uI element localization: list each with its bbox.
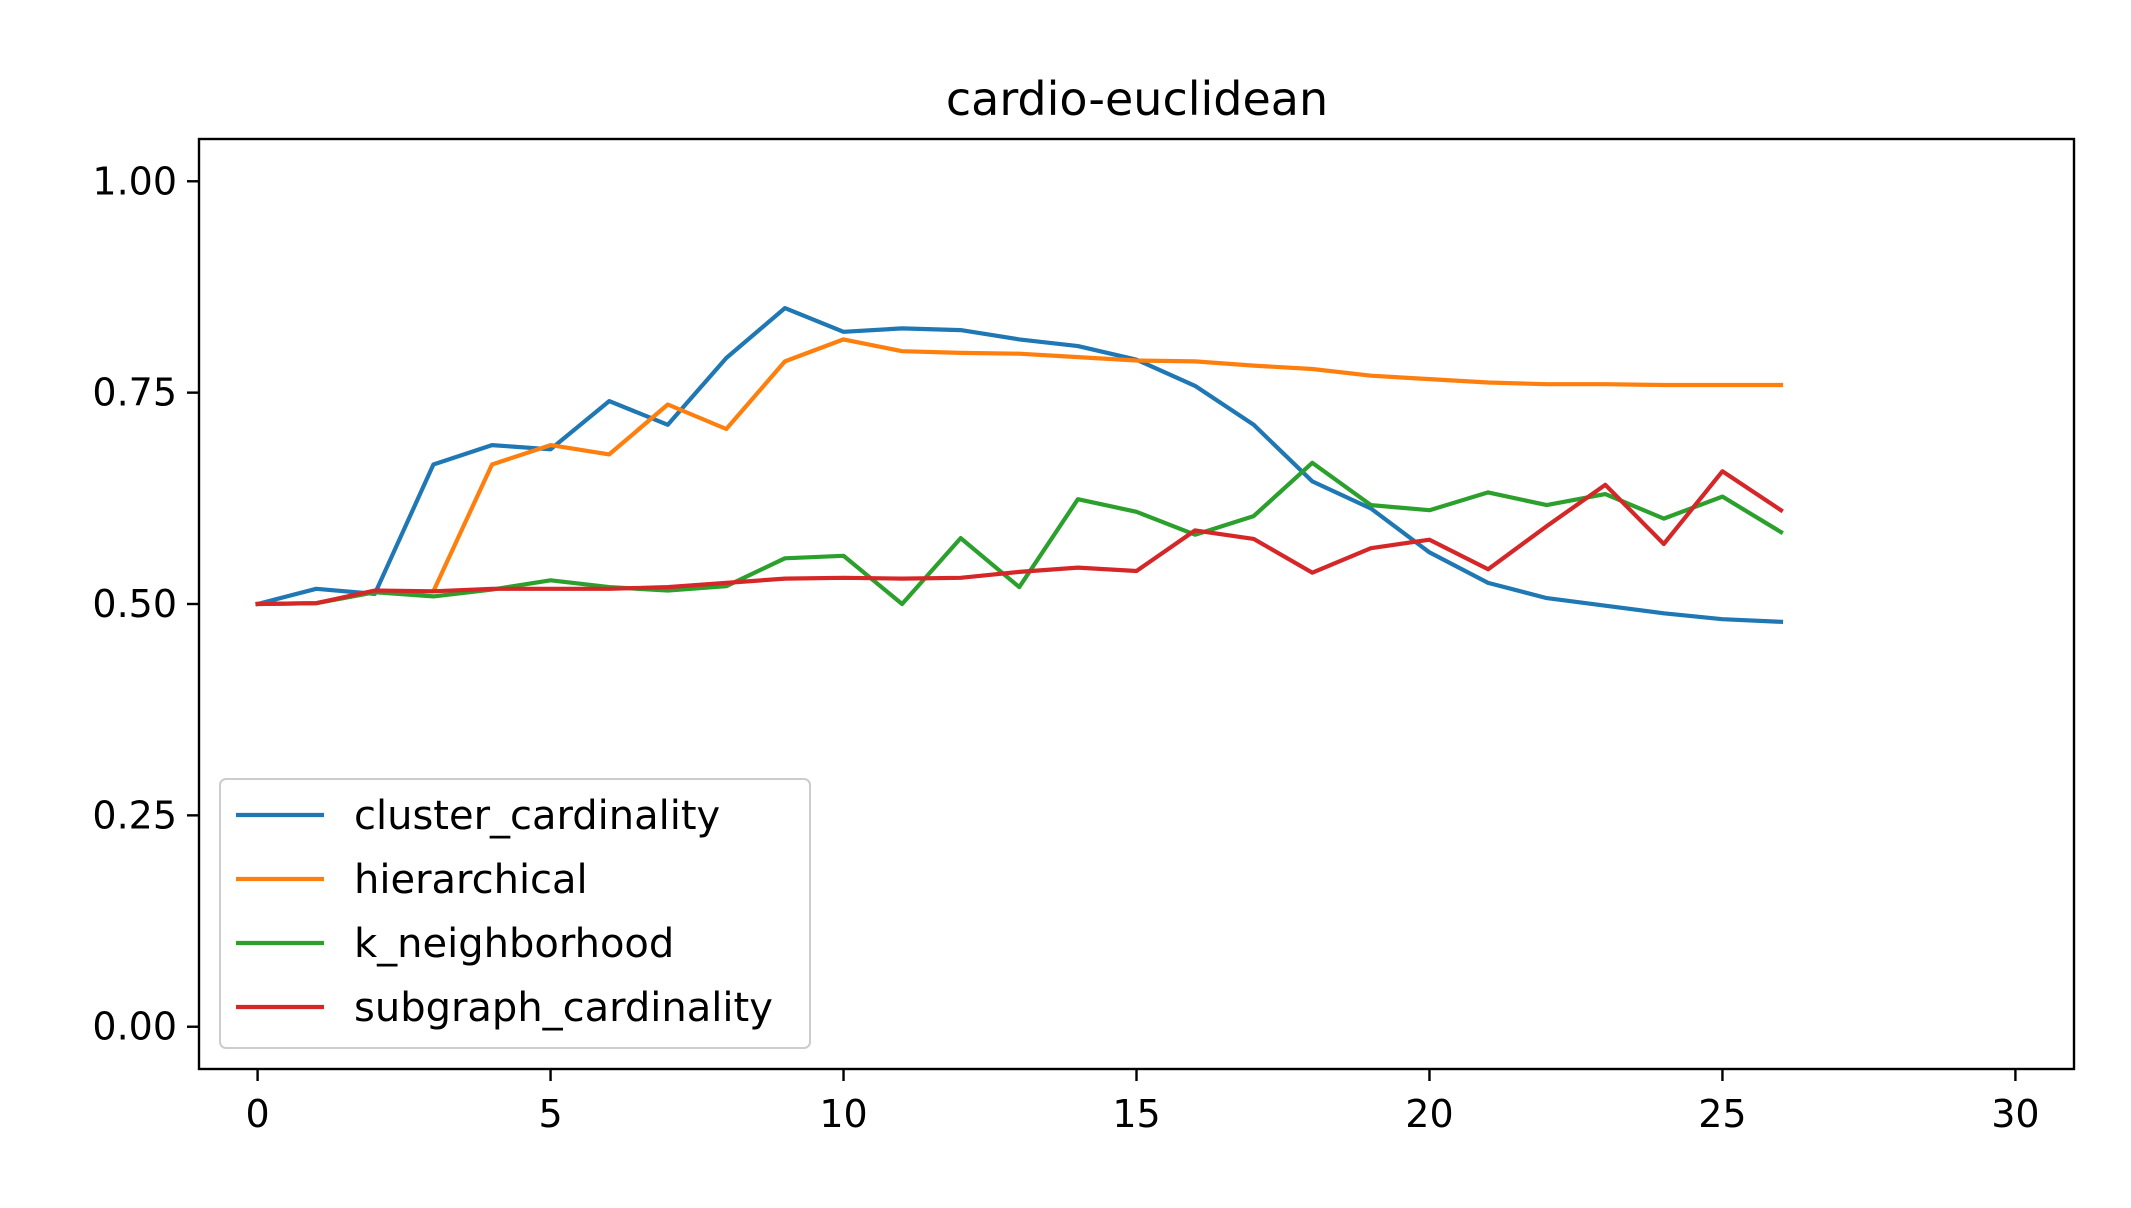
legend-label: subgraph_cardinality <box>354 985 773 1031</box>
series-line-k-neighborhood <box>255 460 1784 607</box>
x-tick-label: 0 <box>246 1092 270 1136</box>
series-line-cluster-cardinality <box>255 306 1784 624</box>
legend: cluster_cardinality hierarchical k_neighbo… <box>219 778 811 1049</box>
legend-item: hierarchical <box>236 857 588 903</box>
y-tick-label: 0.25 <box>92 793 177 837</box>
y-tick-label: 0.75 <box>92 371 177 415</box>
legend-item: k_neighborhood <box>236 921 674 967</box>
chart-title: cardio-euclidean <box>946 72 1328 126</box>
x-tick-label: 25 <box>1698 1092 1746 1136</box>
series-line-hierarchical <box>255 337 1784 607</box>
x-tick-label: 15 <box>1112 1092 1160 1136</box>
legend-item: subgraph_cardinality <box>236 985 773 1031</box>
x-tick-label: 5 <box>538 1092 562 1136</box>
plot-frame <box>197 137 2076 1071</box>
x-tick-label: 20 <box>1405 1092 1453 1136</box>
x-tick-label: 30 <box>1991 1092 2039 1136</box>
legend-label: cluster_cardinality <box>354 793 720 839</box>
x-axis: 0 5 10 15 20 25 30 <box>246 1069 2040 1136</box>
legend-box <box>219 778 811 1049</box>
series-lines <box>255 306 1784 624</box>
x-tick-label: 10 <box>819 1092 867 1136</box>
series-line-subgraph-cardinality <box>255 469 1784 607</box>
legend-item: cluster_cardinality <box>236 793 720 839</box>
y-tick-label: 0.50 <box>92 582 177 626</box>
legend-label: k_neighborhood <box>354 921 674 967</box>
legend-label: hierarchical <box>354 857 588 903</box>
y-tick-label: 0.00 <box>92 1005 177 1049</box>
y-axis: 0.00 0.25 0.50 0.75 1.00 <box>92 159 199 1049</box>
y-tick-label: 1.00 <box>92 159 177 203</box>
